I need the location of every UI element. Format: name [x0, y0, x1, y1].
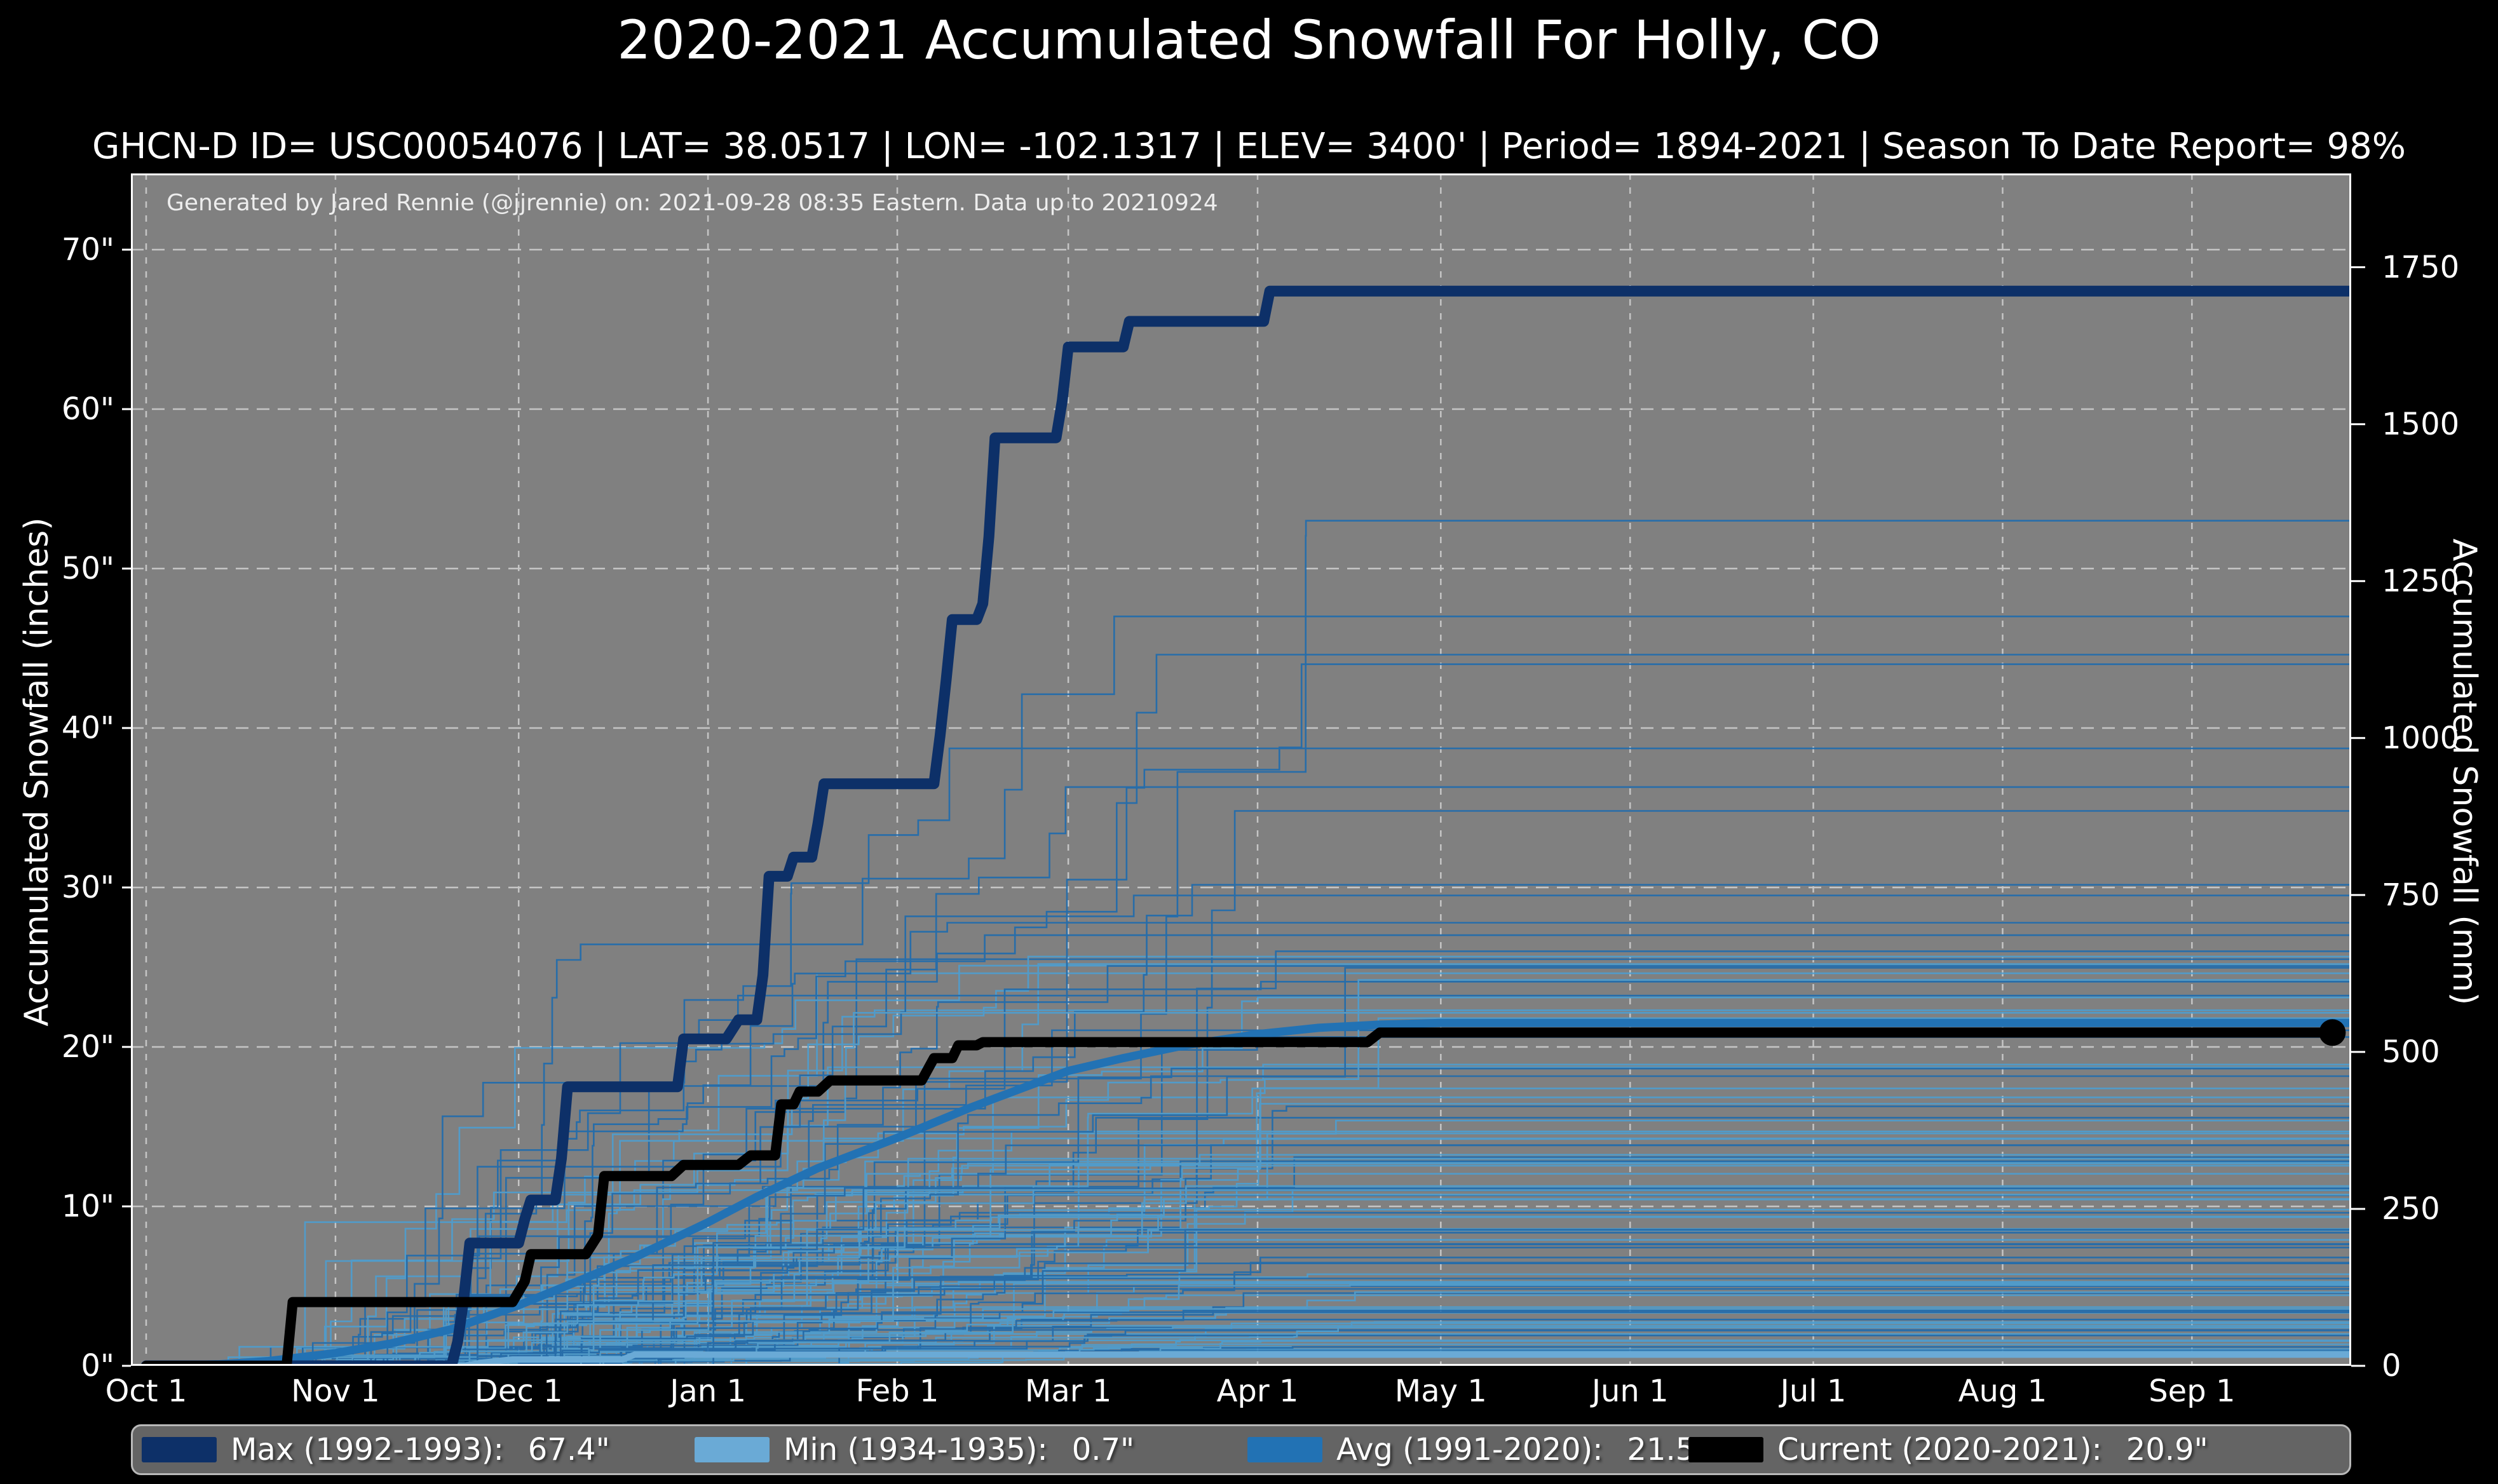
y-tick-label-mm: 250 — [2382, 1191, 2440, 1227]
y-tick-label-mm: 750 — [2382, 877, 2440, 913]
season-line — [146, 1262, 2351, 1366]
tick-marks — [122, 248, 2365, 1367]
season-line — [146, 1075, 2351, 1366]
season-line — [146, 922, 2351, 1366]
series-avg — [142, 1018, 2351, 1366]
chart-legend: Max (1992-1993): 67.4" Min (1934-1935): 0.7… — [131, 1424, 2351, 1475]
legend-swatch — [695, 1437, 770, 1462]
season-line — [146, 1103, 2351, 1366]
season-line — [146, 1157, 2351, 1366]
plot-border — [131, 173, 2351, 1366]
x-tick-label: Jan 1 — [670, 1373, 747, 1409]
x-tick-label: Jul 1 — [1780, 1373, 1847, 1409]
season-line — [146, 1163, 2351, 1366]
current-line — [141, 1027, 2338, 1366]
season-line — [146, 1257, 2351, 1366]
season-line — [146, 958, 2351, 1366]
legend-item: Max (1992-1993): 67.4" — [142, 1426, 610, 1473]
series-max — [140, 285, 2351, 1366]
x-tick-label: Mar 1 — [1024, 1373, 1112, 1409]
x-tick-label: Jun 1 — [1591, 1373, 1669, 1409]
x-tick-label: Nov 1 — [291, 1373, 380, 1409]
x-tick-label: Oct 1 — [105, 1373, 187, 1409]
season-line — [146, 747, 2351, 1366]
chart-subtitle: GHCN-D ID= USC00054076 | LAT= 38.0517 | … — [92, 126, 2406, 167]
current-end-dot — [2319, 1019, 2346, 1046]
x-tick-label: Feb 1 — [855, 1373, 939, 1409]
min-line — [143, 1351, 2351, 1366]
y-tick-label-inches: 40" — [61, 710, 114, 746]
x-tick-label: May 1 — [1394, 1373, 1487, 1409]
season-line — [146, 1117, 2351, 1366]
season-line — [146, 1144, 2351, 1366]
legend-value: 20.9" — [2126, 1432, 2208, 1467]
x-tick-label: Sep 1 — [2148, 1373, 2236, 1409]
y-tick-label-mm: 1750 — [2382, 249, 2460, 285]
season-line — [146, 1029, 2351, 1366]
legend-label: Current (2020-2021): — [1777, 1432, 2102, 1467]
season-line — [146, 1194, 2351, 1366]
y-tick-label-inches: 70" — [61, 232, 114, 267]
legend-swatch — [142, 1437, 217, 1462]
season-line — [146, 1198, 2351, 1366]
x-tick-label: Dec 1 — [474, 1373, 563, 1409]
max-line — [140, 285, 2351, 1366]
legend-swatch — [1247, 1437, 1322, 1462]
generated-by-annotation: Generated by Jared Rennie (@jjrennie) on… — [166, 190, 1218, 216]
legend-value: 0.7" — [1071, 1432, 1135, 1467]
legend-label: Max (1992-1993): — [231, 1432, 504, 1467]
legend-label: Min (1934-1935): — [784, 1432, 1048, 1467]
series-min — [143, 1351, 2351, 1366]
season-line — [146, 1216, 2351, 1366]
legend-label: Avg (1991-2020): — [1336, 1432, 1603, 1467]
y-tick-label-inches: 30" — [61, 870, 114, 905]
season-line — [146, 1063, 2351, 1366]
x-tick-label: Aug 1 — [1958, 1373, 2047, 1409]
season-line — [146, 1194, 2351, 1366]
season-line — [146, 616, 2351, 1366]
season-line — [146, 1189, 2351, 1366]
y-tick-label-inches: 20" — [61, 1029, 114, 1065]
season-line — [146, 1160, 2351, 1366]
y-tick-label-mm: 1250 — [2382, 563, 2460, 599]
right-axis-title: Accumulated Snowfall (mm) — [2445, 538, 2483, 1006]
y-tick-label-inches: 60" — [61, 391, 114, 427]
season-line — [146, 934, 2351, 1366]
season-line — [146, 663, 2351, 1366]
y-tick-label-inches: 10" — [61, 1189, 114, 1224]
legend-item: Min (1934-1935): 0.7" — [695, 1426, 1134, 1473]
y-tick-label-mm: 0 — [2382, 1348, 2401, 1384]
avg-line — [142, 1018, 2351, 1366]
y-tick-label-mm: 1500 — [2382, 406, 2460, 442]
y-tick-label-inches: 50" — [61, 551, 114, 586]
y-tick-label-inches: 0" — [81, 1348, 114, 1384]
legend-item: Avg (1991-2020): 21.5" — [1247, 1426, 1709, 1473]
legend-value: 67.4" — [527, 1432, 610, 1467]
x-tick-label: Apr 1 — [1216, 1373, 1299, 1409]
plot-area: Generated by Jared Rennie (@jjrennie) on… — [131, 173, 2351, 1366]
legend-swatch — [1688, 1437, 1763, 1462]
chart-title: 2020-2021 Accumulated Snowfall For Holly… — [617, 9, 1881, 71]
y-tick-label-mm: 500 — [2382, 1034, 2440, 1070]
season-line — [146, 1215, 2351, 1366]
legend-item: Current (2020-2021): 20.9" — [1688, 1426, 2208, 1473]
chart-canvas — [131, 173, 2351, 1366]
left-axis-title: Accumulated Snowfall (inches) — [18, 517, 56, 1027]
series-current — [141, 1019, 2346, 1366]
season-line — [146, 1185, 2351, 1366]
season-line — [146, 1288, 2351, 1366]
season-line — [146, 965, 2351, 1366]
y-tick-label-mm: 1000 — [2382, 720, 2460, 756]
